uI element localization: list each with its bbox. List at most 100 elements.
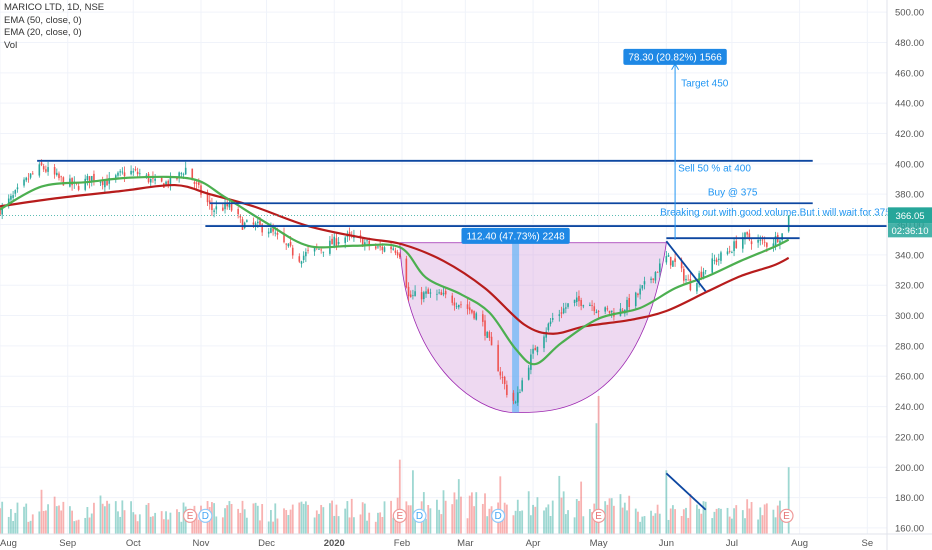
- x-tick-label: Apr: [526, 538, 541, 549]
- volume-bar: [444, 500, 447, 534]
- countdown-text: 02:36:10: [892, 226, 929, 237]
- candle-body: [390, 246, 392, 250]
- candle-body: [337, 241, 340, 244]
- legend-ema20[interactable]: EMA (20, close, 0): [4, 27, 82, 38]
- candle-body: [744, 232, 746, 240]
- volume-bar: [567, 510, 569, 534]
- candle-body: [10, 195, 12, 200]
- volume-bar: [215, 516, 218, 534]
- event-marker-label: E: [187, 511, 194, 522]
- y-tick-label: 180.00: [895, 493, 924, 504]
- candle-body: [14, 190, 17, 194]
- candle-body: [226, 202, 229, 207]
- x-tick-label: Se: [862, 538, 874, 549]
- candle-body: [246, 220, 248, 222]
- candle-body: [503, 376, 506, 385]
- candle-body: [335, 238, 338, 246]
- candle-body: [779, 240, 781, 244]
- candle-body: [530, 354, 532, 370]
- candle-body: [589, 304, 591, 307]
- earnings-marker: [392, 508, 407, 523]
- candle-body: [394, 250, 397, 253]
- legend-vol[interactable]: Vol: [4, 39, 18, 51]
- candle-body: [543, 336, 545, 349]
- volume-bar: [763, 504, 766, 534]
- candle-body: [379, 246, 381, 248]
- candle-body: [331, 238, 333, 245]
- candle-body: [254, 223, 257, 227]
- candle-body: [558, 314, 561, 316]
- volume-bar: [488, 508, 491, 534]
- dividend-marker: [412, 508, 427, 523]
- volume-bar: [53, 496, 56, 534]
- volume-bar: [259, 520, 261, 534]
- volume-bar: [573, 517, 576, 534]
- candle-body: [132, 171, 135, 173]
- candle-body: [224, 202, 226, 210]
- candle-body: [409, 294, 412, 298]
- volume-bar: [178, 511, 181, 534]
- candle-body: [239, 215, 242, 218]
- candle-body: [514, 401, 517, 403]
- volume-bar: [717, 508, 720, 534]
- volume-bar: [320, 504, 323, 534]
- y-tick-label: 480.00: [895, 38, 924, 49]
- legend-symbol[interactable]: MARICO LTD, 1D, NSE: [4, 2, 105, 13]
- candle-body: [377, 246, 379, 248]
- volume-bar: [654, 513, 657, 534]
- candle-body: [134, 169, 137, 171]
- volume-bar: [641, 516, 644, 534]
- volume-bar: [704, 501, 707, 534]
- volume-bar: [490, 506, 493, 534]
- volume-bar: [639, 521, 642, 534]
- candle-body: [374, 246, 377, 249]
- candle-body: [575, 297, 578, 303]
- last-price-tag: [888, 207, 932, 224]
- legend-ema50[interactable]: EMA (50, close, 0): [4, 14, 82, 26]
- volume-bar: [543, 510, 545, 534]
- candle-body: [182, 174, 185, 176]
- candle-body: [84, 178, 87, 190]
- volume-bar: [123, 510, 126, 534]
- volume-bar: [243, 509, 246, 534]
- target-label: Target 450: [681, 78, 729, 89]
- candle-body: [639, 288, 641, 295]
- candle-body: [562, 308, 565, 314]
- candle-body: [672, 260, 674, 267]
- volume-bar: [335, 504, 338, 534]
- candle-body: [167, 180, 170, 186]
- candle-body: [25, 177, 28, 181]
- x-tick-label: Jul: [726, 538, 738, 549]
- volume-bar: [381, 516, 384, 534]
- candle-body: [643, 281, 646, 285]
- candle-body: [573, 299, 576, 303]
- candle-body: [717, 258, 720, 260]
- volume-bar: [84, 517, 87, 534]
- volume-bar: [226, 505, 229, 534]
- candle-body: [165, 181, 167, 186]
- candle-body: [608, 310, 611, 313]
- volume-bar: [377, 512, 379, 534]
- candle-body: [45, 169, 47, 172]
- candle-body: [333, 236, 336, 246]
- candle-body: [27, 178, 30, 180]
- volume-bar: [457, 479, 460, 534]
- candle-body: [680, 260, 683, 269]
- dividend-marker: [491, 508, 506, 523]
- volume-bar: [656, 504, 659, 534]
- volume-bar: [702, 501, 705, 534]
- candle-body: [641, 285, 644, 289]
- volume-bar: [623, 502, 626, 534]
- candle-body: [674, 258, 676, 262]
- volume-bar: [267, 521, 270, 534]
- volume-bar: [547, 504, 550, 534]
- candle-body: [383, 247, 386, 252]
- volume-bar: [637, 511, 639, 534]
- candle-body: [551, 318, 554, 320]
- candle-body: [444, 290, 447, 295]
- candle-body: [578, 295, 580, 302]
- candle-body: [136, 171, 139, 175]
- volume-bar: [254, 502, 257, 534]
- annotation-layer: 78.30 (20.82%) 1566 112.40 (47.73%) 2248 T…: [182, 48, 891, 523]
